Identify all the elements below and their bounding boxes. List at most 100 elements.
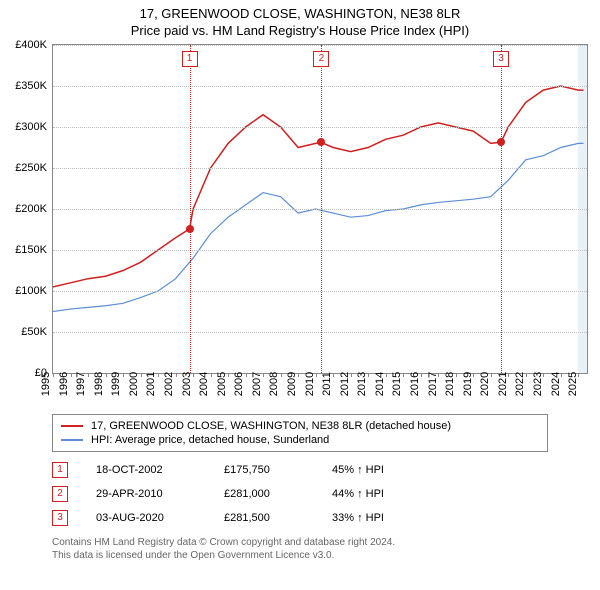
x-tick-label: 1998 [92,372,104,396]
x-tick-mark [176,373,177,377]
sale-pct: 44% ↑ HPI [332,488,384,500]
x-tick-mark [526,373,527,377]
x-tick-mark [333,373,334,377]
x-tick-mark [298,373,299,377]
x-tick-label: 2019 [462,372,474,396]
sale-row: 1 18-OCT-2002 £175,750 45% ↑ HPI [52,458,548,482]
x-tick-label: 2004 [198,372,210,396]
gridline-h [53,86,587,87]
x-tick-mark [71,373,72,377]
x-tick-label: 2024 [549,372,561,396]
title-line-2: Price paid vs. HM Land Registry's House … [8,23,592,40]
legend-swatch [61,439,83,441]
x-tick-label: 2021 [497,372,509,396]
sale-date: 18-OCT-2002 [96,464,196,476]
x-tick-label: 2013 [356,372,368,396]
x-tick-mark [421,373,422,377]
gridline-h [53,127,587,128]
x-tick-mark [106,373,107,377]
sale-price: £175,750 [224,464,304,476]
x-tick-label: 2006 [233,372,245,396]
x-tick-label: 1997 [75,372,87,396]
x-tick-label: 2016 [409,372,421,396]
x-tick-mark [263,373,264,377]
y-tick-label: £250K [15,162,47,174]
gridline-h [53,250,587,251]
sale-row-marker: 1 [52,462,68,478]
legend: 17, GREENWOOD CLOSE, WASHINGTON, NE38 8L… [52,414,548,452]
sale-price: £281,500 [224,512,304,524]
x-tick-label: 1999 [110,372,122,396]
sale-date: 29-APR-2010 [96,488,196,500]
x-tick-label: 2025 [567,372,579,396]
sale-marker-box: 1 [182,51,198,67]
x-tick-label: 2010 [303,372,315,396]
x-tick-label: 2015 [391,372,403,396]
sale-marker-line [190,45,191,373]
gridline-h [53,209,587,210]
sale-point [497,138,505,146]
x-tick-label: 2000 [128,372,140,396]
chart-title: 17, GREENWOOD CLOSE, WASHINGTON, NE38 8L… [8,6,592,40]
y-tick-label: £350K [15,80,47,92]
x-tick-label: 2014 [374,372,386,396]
x-tick-label: 2023 [532,372,544,396]
sale-row-marker: 2 [52,486,68,502]
x-tick-mark [141,373,142,377]
x-tick-mark [193,373,194,377]
plot-inner: £0£50K£100K£150K£200K£250K£300K£350K£400… [52,44,588,374]
x-tick-mark [386,373,387,377]
x-tick-mark [158,373,159,377]
x-tick-label: 2005 [215,372,227,396]
legend-swatch [61,425,83,427]
x-tick-label: 2020 [479,372,491,396]
sale-marker-line [501,45,502,373]
sale-pct: 45% ↑ HPI [332,464,384,476]
x-tick-mark [123,373,124,377]
footer-line-1: Contains HM Land Registry data © Crown c… [52,536,548,549]
legend-label: HPI: Average price, detached house, Sund… [91,434,329,446]
x-tick-mark [456,373,457,377]
y-tick-label: £300K [15,121,47,133]
sale-marker-line [321,45,322,373]
x-tick-mark [88,373,89,377]
x-tick-mark [53,373,54,377]
y-tick-label: £200K [15,203,47,215]
x-tick-label: 2022 [514,372,526,396]
sale-pct: 33% ↑ HPI [332,512,384,524]
x-tick-label: 2002 [163,372,175,396]
sale-row: 3 03-AUG-2020 £281,500 33% ↑ HPI [52,506,548,530]
x-tick-label: 2012 [339,372,351,396]
x-tick-label: 2001 [145,372,157,396]
x-tick-label: 1996 [57,372,69,396]
y-tick-label: £100K [15,285,47,297]
plot-area: £0£50K£100K£150K£200K£250K£300K£350K£400… [52,44,588,404]
sale-row-marker: 3 [52,510,68,526]
x-tick-label: 2007 [251,372,263,396]
gridline-h [53,45,587,46]
legend-row: HPI: Average price, detached house, Sund… [61,433,539,447]
x-tick-mark [228,373,229,377]
sale-date: 03-AUG-2020 [96,512,196,524]
x-tick-label: 2018 [444,372,456,396]
footer-line-2: This data is licensed under the Open Gov… [52,549,548,562]
x-tick-mark [211,373,212,377]
x-tick-mark [491,373,492,377]
y-tick-label: £400K [15,39,47,51]
sale-price: £281,000 [224,488,304,500]
x-tick-label: 2017 [426,372,438,396]
series-line [53,86,583,287]
y-tick-label: £50K [21,326,47,338]
x-tick-mark [351,373,352,377]
legend-label: 17, GREENWOOD CLOSE, WASHINGTON, NE38 8L… [91,420,451,432]
sale-row: 2 29-APR-2010 £281,000 44% ↑ HPI [52,482,548,506]
y-tick-label: £150K [15,244,47,256]
sale-marker-box: 3 [493,51,509,67]
x-tick-label: 2008 [268,372,280,396]
footer-attribution: Contains HM Land Registry data © Crown c… [52,536,548,562]
sales-table: 1 18-OCT-2002 £175,750 45% ↑ HPI 2 29-APR-201… [52,458,548,530]
sale-point [186,225,194,233]
x-tick-mark [403,373,404,377]
x-tick-label: 1995 [40,372,52,396]
gridline-h [53,291,587,292]
